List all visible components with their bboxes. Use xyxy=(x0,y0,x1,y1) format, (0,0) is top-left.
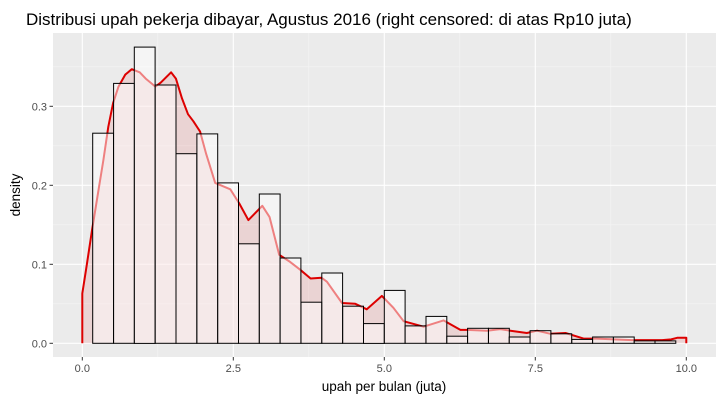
histogram-bar xyxy=(633,340,656,344)
histogram-bar xyxy=(508,336,531,344)
x-tick-label: 5.0 xyxy=(377,363,392,375)
x-axis: 0.0 2.5 5.0 7.5 10.0 xyxy=(75,357,697,375)
x-tick-label: 0.0 xyxy=(75,363,90,375)
histogram-bar xyxy=(363,323,385,344)
histogram-bar xyxy=(92,132,114,344)
histogram-bar xyxy=(258,193,281,344)
histogram-bar xyxy=(592,336,614,344)
histogram-bar xyxy=(238,243,260,344)
y-tick-label: 0.3 xyxy=(32,101,47,113)
y-tick-label: 0.2 xyxy=(32,180,47,192)
histogram-bar xyxy=(196,133,219,344)
histogram-bars xyxy=(92,46,677,344)
histogram-bar xyxy=(404,325,427,344)
histogram-bar xyxy=(488,327,510,344)
x-tick-label: 10.0 xyxy=(676,363,697,375)
histogram-bar xyxy=(529,330,552,344)
histogram-bar xyxy=(612,336,635,344)
x-tick-label: 7.5 xyxy=(528,363,543,375)
y-tick-label: 0.0 xyxy=(32,338,47,350)
histogram-bar xyxy=(175,153,198,344)
histogram-bar xyxy=(133,46,156,344)
histogram-bar xyxy=(571,338,594,344)
histogram-bar xyxy=(425,315,448,344)
histogram-bar xyxy=(383,289,406,344)
y-tick-label: 0.1 xyxy=(32,259,47,271)
histogram-bar xyxy=(154,84,177,344)
x-axis-title: upah per bulan (juta) xyxy=(322,379,447,394)
histogram-bar xyxy=(550,333,573,344)
histogram-bar xyxy=(279,257,302,344)
histogram-bar xyxy=(446,335,469,344)
histogram-bar xyxy=(342,305,365,344)
histogram-bar xyxy=(217,182,239,344)
x-tick-label: 2.5 xyxy=(226,363,241,375)
chart-title: Distribusi upah pekerja dibayar, Agustus… xyxy=(26,10,632,29)
y-axis-title: density xyxy=(8,173,23,216)
histogram-bar xyxy=(654,340,677,344)
histogram-bar xyxy=(467,327,489,344)
y-axis: 0.0 0.1 0.2 0.3 xyxy=(32,101,53,350)
histogram-bar xyxy=(300,301,323,344)
histogram-bar xyxy=(113,82,135,344)
histogram-bar xyxy=(321,272,344,344)
